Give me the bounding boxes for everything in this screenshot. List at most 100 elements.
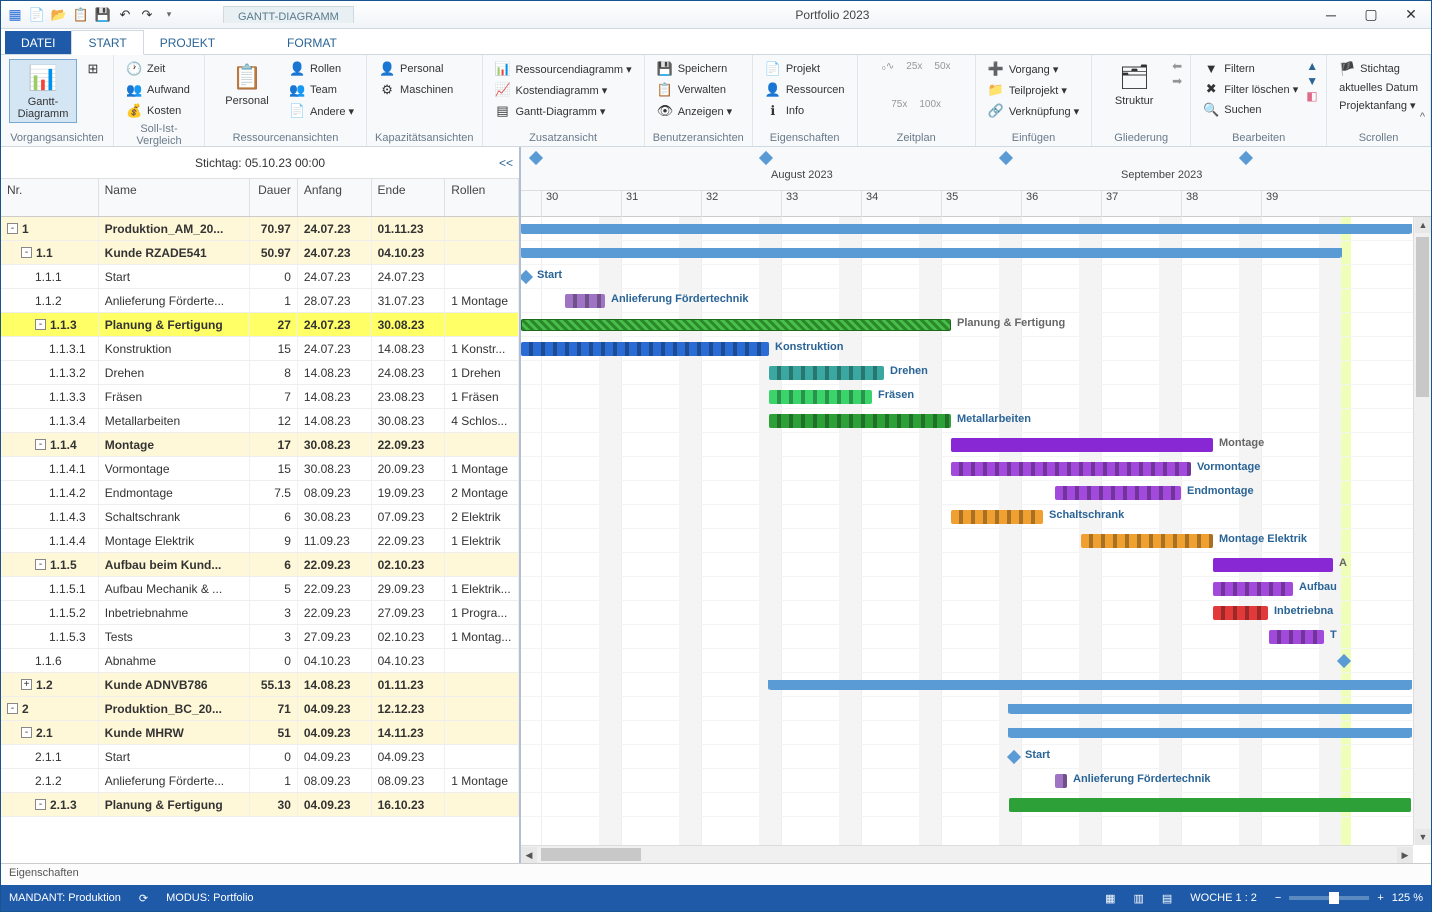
table-row[interactable]: 1.1.4.4Montage Elektrik911.09.2322.09.23… bbox=[1, 529, 519, 553]
table-row[interactable]: 1.1.3.4Metallarbeiten1214.08.2330.08.234… bbox=[1, 409, 519, 433]
gantt-bar[interactable] bbox=[1009, 798, 1411, 812]
outline-icon[interactable]: ➡ bbox=[1172, 74, 1182, 88]
btn-gantt-diag[interactable]: ▤Gantt-Diagramm ▾ bbox=[491, 101, 636, 121]
gantt-bar[interactable] bbox=[1009, 704, 1411, 714]
tab-projekt[interactable]: PROJEKT bbox=[144, 31, 231, 54]
btn-stichtag[interactable]: 🏴Stichtag bbox=[1335, 59, 1422, 79]
qat-copy[interactable]: 📋 bbox=[73, 7, 89, 23]
table-row[interactable]: -1.1.5Aufbau beim Kund...622.09.2302.10.… bbox=[1, 553, 519, 577]
gantt-bar[interactable] bbox=[769, 414, 951, 428]
btn-struktur[interactable]: 🗂Struktur bbox=[1100, 59, 1168, 109]
gantt-bar[interactable] bbox=[951, 510, 1043, 524]
qat-undo[interactable]: ↶ bbox=[117, 7, 133, 23]
btn-kosten-diag[interactable]: 📈Kostendiagramm ▾ bbox=[491, 80, 636, 100]
btn-speichern[interactable]: 💾Speichern bbox=[653, 59, 736, 79]
table-row[interactable]: 1.1.2Anlieferung Förderte...128.07.2331.… bbox=[1, 289, 519, 313]
col-rollen[interactable]: Rollen bbox=[445, 179, 519, 216]
table-row[interactable]: 1.1.5.3Tests327.09.2302.10.231 Montag... bbox=[1, 625, 519, 649]
table-row[interactable]: 2.1.1Start004.09.2304.09.23 bbox=[1, 745, 519, 769]
btn-anfang[interactable]: Projektanfang ▾ bbox=[1335, 97, 1422, 114]
table-row[interactable]: +1.2Kunde ADNVB78655.1314.08.2301.11.23 bbox=[1, 673, 519, 697]
btn-eig-ressourcen[interactable]: 👤Ressourcen bbox=[761, 80, 849, 100]
btn-kap-personal[interactable]: 👤Personal bbox=[375, 59, 457, 79]
table-row[interactable]: -1Produktion_AM_20...70.9724.07.2301.11.… bbox=[1, 217, 519, 241]
expand-toggle[interactable]: - bbox=[35, 799, 46, 810]
minimize-button[interactable]: ─ bbox=[1311, 3, 1351, 27]
table-row[interactable]: 1.1.3.3Fräsen714.08.2323.08.231 Fräsen bbox=[1, 385, 519, 409]
btn-ressourcen-diag[interactable]: 📊Ressourcendiagramm ▾ bbox=[491, 59, 636, 79]
btn-vorgang[interactable]: ➕Vorgang ▾ bbox=[984, 59, 1083, 79]
btn-eig-projekt[interactable]: 📄Projekt bbox=[761, 59, 849, 79]
qat-new[interactable]: 📄 bbox=[29, 7, 45, 23]
btn-anzeigen[interactable]: 👁Anzeigen ▾ bbox=[653, 101, 736, 121]
maximize-button[interactable]: ▢ bbox=[1351, 3, 1391, 27]
gantt-bar[interactable] bbox=[521, 248, 1341, 258]
table-row[interactable]: 1.1.4.2Endmontage7.508.09.2319.09.232 Mo… bbox=[1, 481, 519, 505]
milestone[interactable] bbox=[1337, 654, 1351, 668]
scroll-right-icon[interactable]: ▶ bbox=[1397, 847, 1413, 863]
collapse-left[interactable]: << bbox=[499, 156, 513, 170]
qat-open[interactable]: 📂 bbox=[51, 7, 67, 23]
btn-info[interactable]: ℹInfo bbox=[761, 101, 849, 121]
col-anfang[interactable]: Anfang bbox=[298, 179, 372, 216]
qat-redo[interactable]: ↷ bbox=[139, 7, 155, 23]
tab-format[interactable]: FORMAT bbox=[271, 31, 353, 54]
btn-suchen[interactable]: 🔍Suchen bbox=[1199, 100, 1302, 120]
table-row[interactable]: 1.1.3.1Konstruktion1524.07.2314.08.231 K… bbox=[1, 337, 519, 361]
btn-personal[interactable]: 📋Personal bbox=[213, 59, 281, 109]
view-icon[interactable]: ▥ bbox=[1133, 892, 1143, 905]
zp-icon[interactable]: 50x bbox=[930, 59, 954, 74]
gantt-bar[interactable] bbox=[1055, 486, 1181, 500]
btn-aufwand[interactable]: 👥Aufwand bbox=[122, 80, 194, 100]
btn-view-small[interactable]: ⊞ bbox=[81, 59, 105, 79]
table-row[interactable]: -2.1.3Planung & Fertigung3004.09.2316.10… bbox=[1, 793, 519, 817]
gantt-bar[interactable] bbox=[1081, 534, 1213, 548]
col-dauer[interactable]: Dauer bbox=[250, 179, 298, 216]
zp-icon[interactable]: ₀∿ bbox=[878, 59, 899, 74]
zp-icon[interactable]: 75x bbox=[887, 97, 911, 112]
btn-andere[interactable]: 📄Andere ▾ bbox=[285, 101, 358, 121]
gantt-bar[interactable] bbox=[521, 342, 769, 356]
btn-verwalten[interactable]: 📋Verwalten bbox=[653, 80, 736, 100]
table-row[interactable]: -1.1.4Montage1730.08.2322.09.23 bbox=[1, 433, 519, 457]
btn-filtern[interactable]: ▼Filtern bbox=[1199, 59, 1302, 78]
btn-kosten[interactable]: 💰Kosten bbox=[122, 101, 194, 121]
erase-icon[interactable]: ◧ bbox=[1306, 89, 1318, 103]
table-row[interactable]: 1.1.4.3Schaltschrank630.08.2307.09.232 E… bbox=[1, 505, 519, 529]
btn-gantt-diagramm[interactable]: 📊Gantt-Diagramm bbox=[9, 59, 77, 123]
table-row[interactable]: 2.1.2Anlieferung Förderte...108.09.2308.… bbox=[1, 769, 519, 793]
expand-toggle[interactable]: - bbox=[35, 559, 46, 570]
btn-team[interactable]: 👥Team bbox=[285, 80, 358, 100]
gantt-bar[interactable] bbox=[1213, 582, 1293, 596]
col-ende[interactable]: Ende bbox=[372, 179, 446, 216]
qat-more[interactable]: ▾ bbox=[161, 7, 177, 23]
table-row[interactable]: 1.1.6Abnahme004.10.2304.10.23 bbox=[1, 649, 519, 673]
refresh-icon[interactable]: ⟳ bbox=[139, 892, 148, 905]
table-row[interactable]: 1.1.4.1Vormontage1530.08.2320.09.231 Mon… bbox=[1, 457, 519, 481]
table-row[interactable]: -1.1Kunde RZADE54150.9724.07.2304.10.23 bbox=[1, 241, 519, 265]
outline-icon[interactable]: ⬅ bbox=[1172, 59, 1182, 73]
zp-icon[interactable]: 100x bbox=[915, 97, 945, 112]
col-name[interactable]: Name bbox=[99, 179, 250, 216]
gantt-bar[interactable] bbox=[521, 319, 951, 331]
gantt-bar[interactable] bbox=[769, 366, 884, 380]
scroll-down-icon[interactable]: ▼ bbox=[1415, 829, 1431, 845]
scroll-thumb[interactable] bbox=[1416, 237, 1429, 397]
tab-start[interactable]: START bbox=[71, 30, 143, 55]
scroll-left-icon[interactable]: ◀ bbox=[521, 847, 537, 863]
col-nr[interactable]: Nr. bbox=[1, 179, 99, 216]
table-row[interactable]: 1.1.3.2Drehen814.08.2324.08.231 Drehen bbox=[1, 361, 519, 385]
table-row[interactable]: 1.1.1Start024.07.2324.07.23 bbox=[1, 265, 519, 289]
scrollbar-vertical[interactable]: ▲ ▼ bbox=[1413, 217, 1431, 845]
gantt-bar[interactable] bbox=[1055, 774, 1067, 788]
btn-teilprojekt[interactable]: 📁Teilprojekt ▾ bbox=[984, 80, 1083, 100]
close-button[interactable]: ✕ bbox=[1391, 3, 1431, 27]
scrollbar-horizontal[interactable]: ◀ ▶ bbox=[521, 845, 1413, 863]
btn-rollen[interactable]: 👤Rollen bbox=[285, 59, 358, 79]
gantt-bar[interactable] bbox=[951, 462, 1191, 476]
zoom-out[interactable]: − bbox=[1275, 892, 1281, 904]
btn-zeit[interactable]: 🕐Zeit bbox=[122, 59, 194, 79]
btn-datum[interactable]: aktuelles Datum bbox=[1335, 80, 1422, 96]
expand-toggle[interactable]: - bbox=[7, 223, 18, 234]
scroll-thumb[interactable] bbox=[541, 848, 641, 861]
